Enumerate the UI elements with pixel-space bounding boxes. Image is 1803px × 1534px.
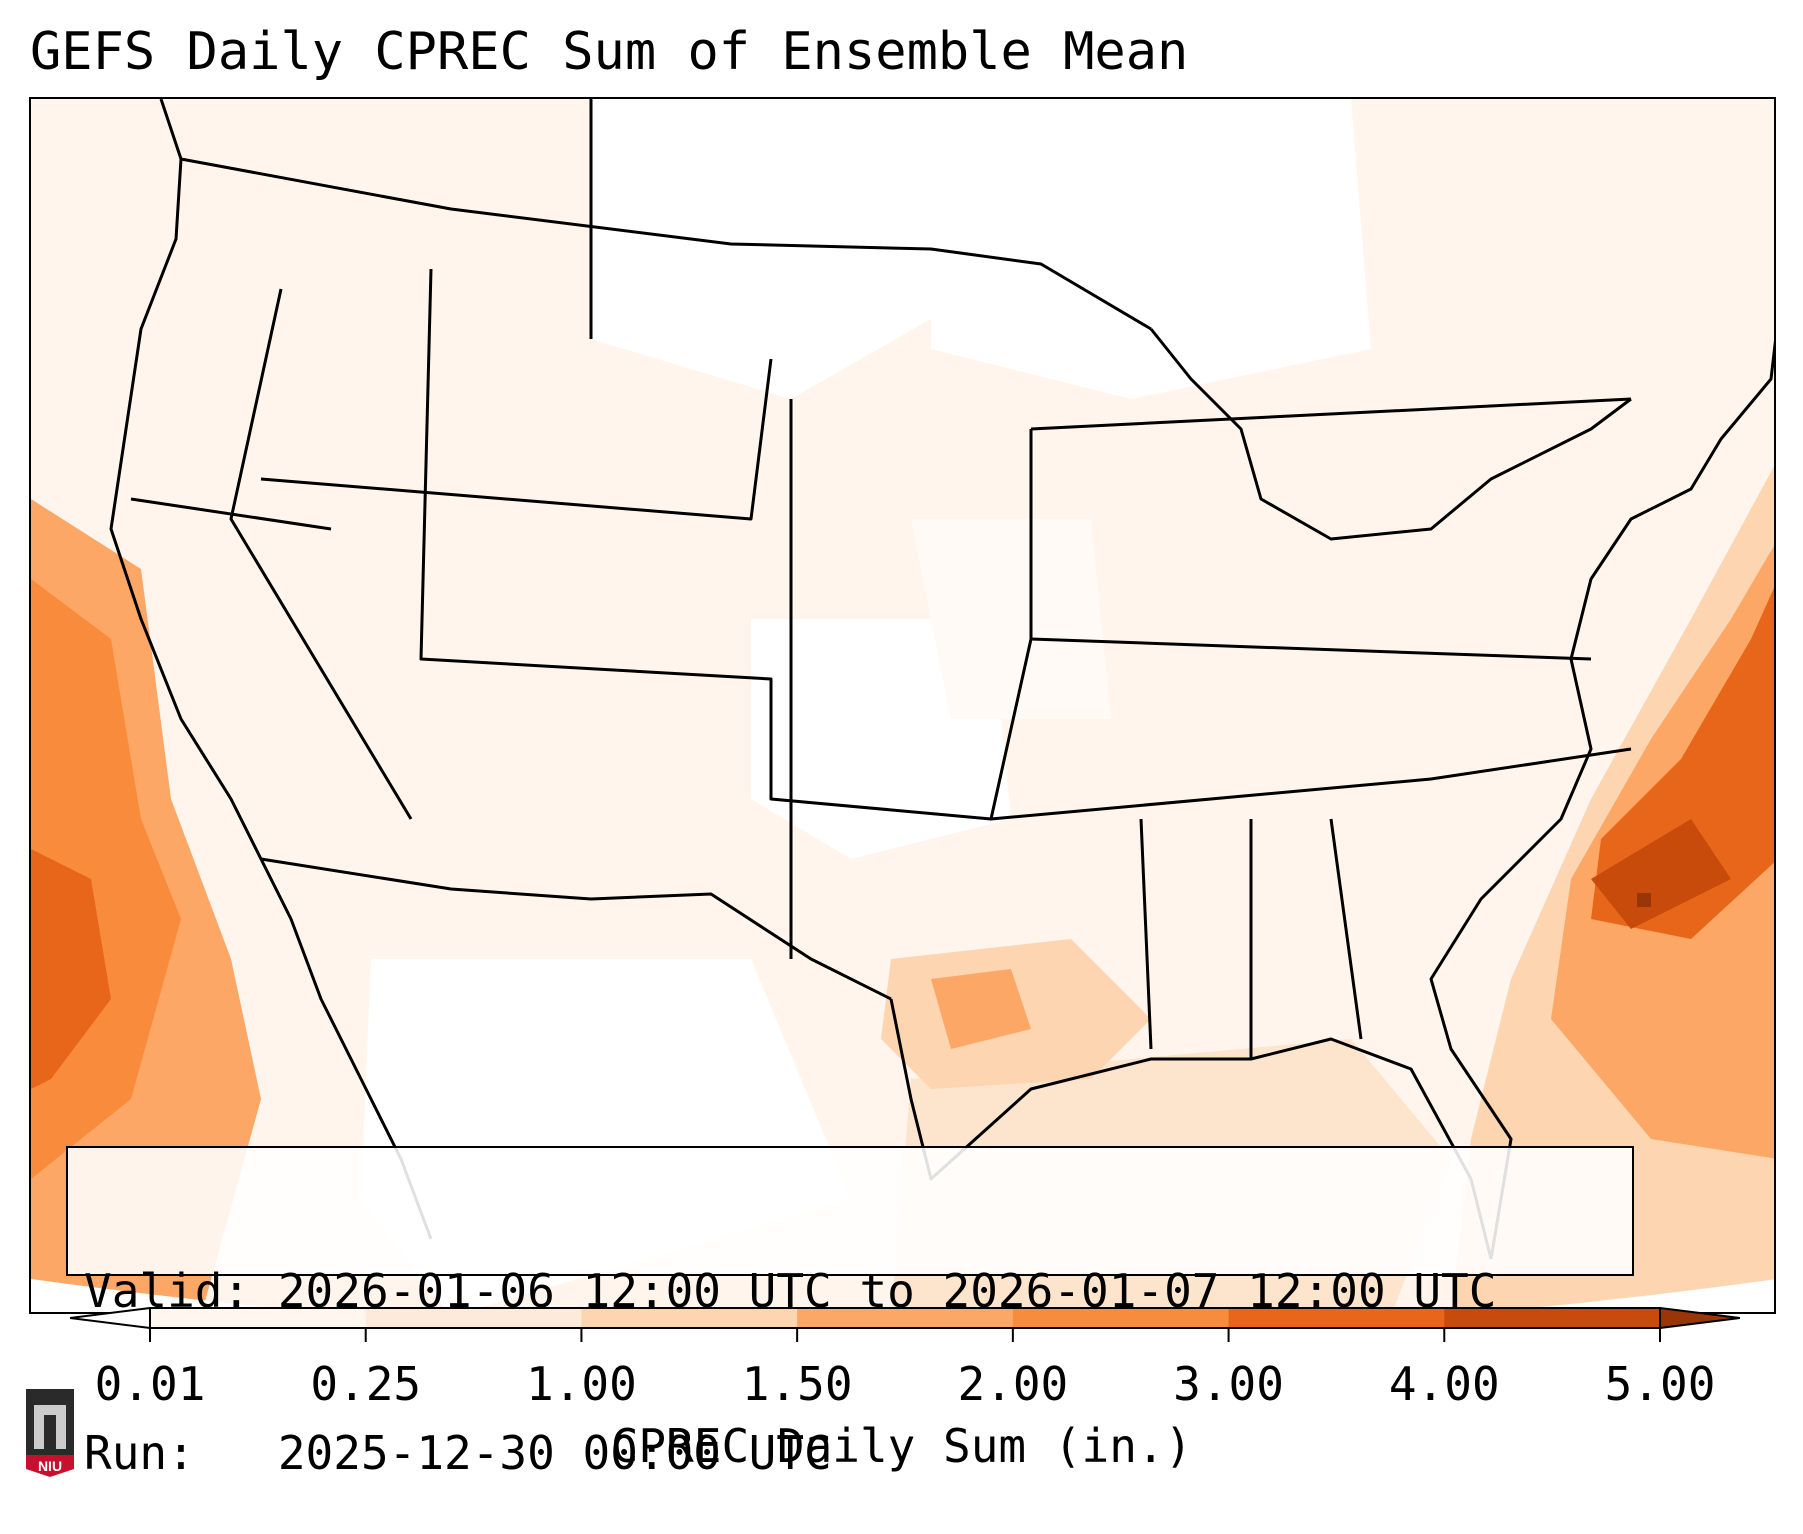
state-line	[1139, 818, 1153, 1050]
map-title: GEFS Daily CPREC Sum of Ensemble Mean	[30, 22, 1189, 82]
colorbar-max-arrow	[1659, 1306, 1740, 1330]
colorbar-label: CPREC Daily Sum (in.)	[610, 1419, 1193, 1473]
colorbar-tick-label: 4.00	[1388, 1357, 1500, 1411]
dry-area-midwest	[911, 519, 1111, 719]
gulf-coast-line	[889, 998, 1493, 1260]
canada-border-line	[180, 157, 1152, 331]
colorbar	[70, 1306, 1740, 1342]
state-line	[130, 497, 332, 531]
colorbar-tick-label: 0.01	[94, 1357, 206, 1411]
colorbar-segment	[581, 1308, 798, 1328]
atlantic-precip-heavy	[1591, 819, 1731, 929]
state-line	[1030, 397, 1632, 431]
niu-logo: NIU	[26, 1389, 74, 1477]
state-line	[229, 288, 413, 820]
state-line	[1030, 637, 1592, 661]
great-lakes-line	[1149, 328, 1632, 541]
west-coast-line	[109, 99, 433, 1240]
colorbar-segment	[1012, 1308, 1230, 1328]
precip-map	[29, 97, 1776, 1314]
atlantic-precip-max-cell	[1637, 893, 1651, 907]
map-boundaries	[109, 99, 1774, 1260]
east-coast-line	[1429, 340, 1774, 1260]
colorbar-tick-label: 3.00	[1173, 1357, 1284, 1411]
colorbar-tick-label: 2.00	[957, 1357, 1069, 1411]
colorbar-segment	[1444, 1308, 1661, 1328]
pacific-precip-max	[31, 849, 111, 1089]
colorbar-tick-label: 1.50	[741, 1357, 853, 1411]
validity-info-box: Valid: 2026-01-06 12:00 UTC to 2026-01-0…	[66, 1146, 1634, 1480]
colorbar-outline	[149, 1307, 1661, 1329]
colorbar-segment	[150, 1308, 367, 1328]
colorbar-tick-label: 1.00	[526, 1357, 637, 1411]
mexico-border-line	[260, 857, 892, 1001]
state-line	[260, 358, 773, 521]
dry-area-canada	[931, 99, 1371, 399]
dry-area-northern-plains	[591, 99, 951, 399]
state-line	[990, 747, 1632, 821]
map-canvas	[31, 99, 1774, 1312]
run-time-text: Run: 2025-12-30 00:00 UTC	[84, 1426, 832, 1480]
logo-text: NIU	[38, 1458, 62, 1474]
colorbar-segment	[365, 1308, 582, 1328]
colorbar-segment	[797, 1308, 1014, 1328]
colorbar-min-arrow	[70, 1306, 151, 1330]
atlantic-precip-core	[1591, 587, 1774, 939]
east-texas-precip-core	[931, 969, 1031, 1049]
colorbar-tick-label: 0.25	[310, 1357, 422, 1411]
state-line	[1329, 818, 1363, 1040]
colorbar-tick-label: 5.00	[1604, 1357, 1716, 1411]
colorbar-segment	[1228, 1308, 1445, 1328]
